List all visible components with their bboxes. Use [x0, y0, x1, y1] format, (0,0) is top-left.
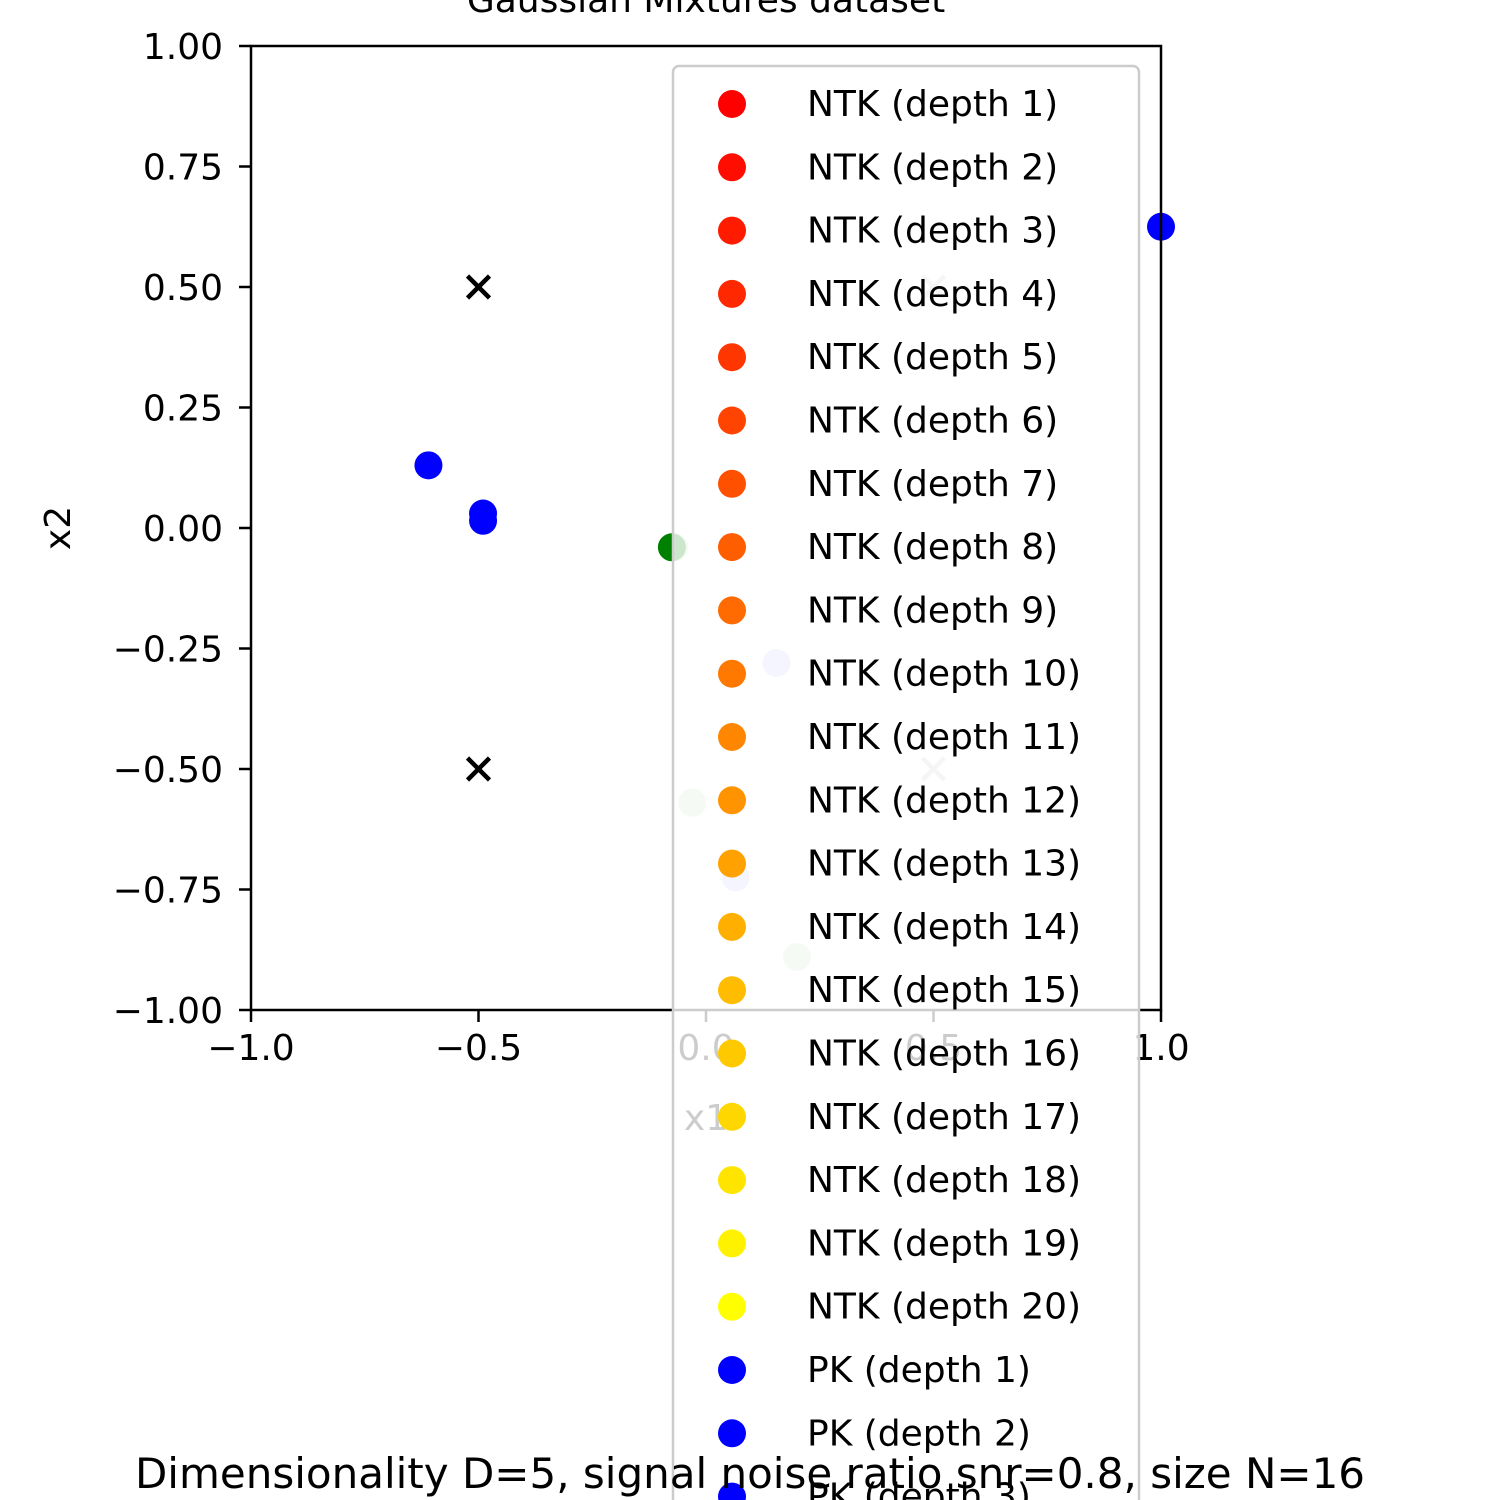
legend-label: NTK (depth 7) [807, 464, 1058, 505]
y-tick-label: 0.25 [143, 389, 223, 430]
legend-marker [718, 90, 746, 118]
y-tick-label: 0.00 [143, 509, 223, 550]
legend-label: NTK (depth 12) [807, 780, 1081, 821]
legend-item: NTK (depth 10) [718, 654, 1081, 695]
legend-item: NTK (depth 15) [718, 970, 1081, 1011]
y-axis-label: x2 [38, 506, 79, 550]
legend-item: NTK (depth 5) [718, 337, 1058, 378]
legend-label: NTK (depth 11) [807, 717, 1081, 758]
y-tick-label: −0.25 [113, 630, 223, 671]
legend-label: PK (depth 3) [807, 1477, 1031, 1500]
legend-label: NTK (depth 15) [807, 970, 1081, 1011]
legend-label: NTK (depth 19) [807, 1223, 1081, 1264]
legend-item: NTK (depth 19) [718, 1223, 1081, 1264]
legend-item: NTK (depth 11) [718, 717, 1081, 758]
legend-marker [718, 1482, 746, 1500]
legend-marker [718, 406, 746, 435]
legend-label: NTK (depth 5) [807, 337, 1058, 378]
y-tick-label: −0.50 [113, 750, 223, 791]
legend-marker [718, 912, 746, 941]
legend-marker [718, 723, 746, 751]
legend-item: NTK (depth 14) [718, 907, 1081, 948]
legend-marker [718, 1102, 746, 1131]
y-tick-label: 0.75 [143, 148, 223, 189]
figure-caption: Dimensionality D=5, signal noise ratio s… [135, 1449, 1365, 1498]
legend-item: NTK (depth 18) [718, 1160, 1081, 1201]
y-tick-label: 0.50 [143, 268, 223, 309]
legend-label: PK (depth 2) [807, 1413, 1031, 1454]
legend-item: NTK (depth 1) [718, 84, 1058, 125]
data-point-3 [469, 506, 498, 535]
legend-label: NTK (depth 10) [807, 654, 1081, 695]
legend-marker [718, 1292, 746, 1321]
legend-label: NTK (depth 16) [807, 1034, 1081, 1075]
legend-label: NTK (depth 1) [807, 84, 1058, 125]
legend-marker [718, 533, 746, 562]
legend-label: NTK (depth 14) [807, 907, 1081, 948]
legend-marker [718, 1166, 746, 1195]
legend-item: NTK (depth 4) [718, 274, 1058, 315]
legend-item: NTK (depth 16) [718, 1034, 1081, 1075]
legend-marker [718, 786, 746, 815]
legend-marker [718, 1039, 746, 1068]
legend-item: NTK (depth 9) [718, 590, 1058, 631]
center-marker-2 [465, 756, 492, 782]
legend-marker [718, 1229, 746, 1258]
legend-marker [718, 343, 746, 372]
legend-marker [718, 849, 746, 878]
legend-label: NTK (depth 8) [807, 527, 1058, 568]
center-marker-1 [465, 274, 492, 300]
x-tick-label: −1.0 [207, 1028, 294, 1069]
y-tick-label: −0.75 [113, 871, 223, 912]
legend-label: NTK (depth 6) [807, 401, 1058, 442]
chart-title: Gaussian Mixtures dataset [467, 0, 945, 21]
x-tick-label: 1.0 [1132, 1028, 1189, 1069]
legend-item: NTK (depth 12) [718, 780, 1081, 821]
legend-item: PK (depth 3) [718, 1477, 1031, 1500]
legend-item: NTK (depth 2) [718, 147, 1058, 188]
legend-label: NTK (depth 9) [807, 590, 1058, 631]
legend-label: NTK (depth 4) [807, 274, 1058, 315]
legend-item: NTK (depth 3) [718, 211, 1058, 252]
legend-label: NTK (depth 17) [807, 1097, 1081, 1138]
legend-marker [718, 1419, 746, 1448]
legend-marker [718, 1356, 746, 1384]
legend-item: NTK (depth 6) [718, 401, 1058, 442]
legend-label: NTK (depth 20) [807, 1287, 1081, 1328]
legend-label: NTK (depth 13) [807, 844, 1081, 885]
legend-marker [718, 976, 746, 1005]
legend-marker [718, 153, 746, 182]
data-point-1 [414, 451, 443, 480]
legend-label: NTK (depth 18) [807, 1160, 1081, 1201]
y-tick-label: 1.00 [143, 27, 223, 68]
legend-label: PK (depth 1) [807, 1350, 1031, 1391]
legend-marker [718, 659, 746, 688]
legend-marker [718, 216, 746, 245]
legend-item: NTK (depth 20) [718, 1287, 1081, 1328]
legend-item: NTK (depth 13) [718, 844, 1081, 885]
legend-marker [718, 469, 746, 498]
legend-item: NTK (depth 8) [718, 527, 1058, 568]
x-tick-label: −0.5 [435, 1028, 522, 1069]
legend-item: PK (depth 1) [718, 1350, 1031, 1391]
legend-marker [718, 596, 746, 625]
legend: NTK (depth 1) NTK (depth 2) NTK (depth 3) N… [671, 64, 1141, 1500]
legend-item: NTK (depth 17) [718, 1097, 1081, 1138]
legend-item: NTK (depth 7) [718, 464, 1058, 505]
legend-label: NTK (depth 3) [807, 211, 1058, 252]
legend-label: NTK (depth 2) [807, 147, 1058, 188]
legend-box [671, 64, 1141, 1500]
y-tick-label: −1.00 [113, 991, 223, 1032]
legend-marker [718, 279, 746, 308]
legend-item: PK (depth 2) [718, 1413, 1031, 1454]
